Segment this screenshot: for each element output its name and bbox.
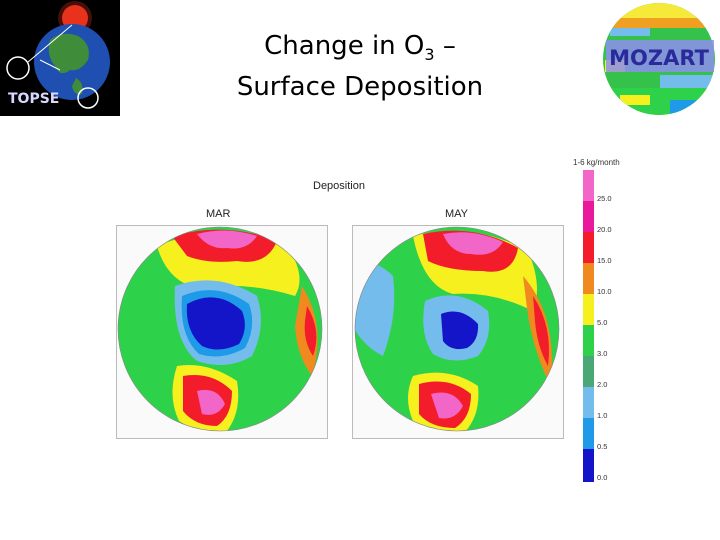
polar-map-mar [117,226,323,432]
colorbar-tick: 25.0 [597,194,612,203]
map-label-mar: MAR [206,208,231,220]
colorbar-tick: 0.0 [597,473,608,482]
colorbar-swatch [583,325,594,356]
colorbar [583,170,594,482]
mozart-logo: MOZART [600,0,718,118]
title-subscript: 3 [424,45,435,65]
colorbar-swatch [583,263,594,294]
title-line2: Surface Deposition [236,72,484,103]
colorbar-swatch [583,170,594,201]
topse-logo: TOPSE [0,0,120,116]
polar-map-may [354,226,560,432]
colorbar-tick: 15.0 [597,256,612,265]
colorbar-tick: 20.0 [597,225,612,234]
colorbar-tick: 0.5 [597,442,608,451]
colorbar-tick: 2.0 [597,380,608,389]
topse-logo-text: TOPSE [8,91,59,107]
colorbar-swatch [583,201,594,232]
mozart-logo-text: MOZART [609,46,709,70]
colorbar-unit: 1-6 kg/month [573,158,620,167]
title-line1-suffix: – [434,31,456,61]
colorbar-swatch [583,232,594,263]
colorbar-tick: 5.0 [597,318,608,327]
colorbar-swatch [583,356,594,387]
colorbar-swatch [583,387,594,418]
map-mar [116,225,328,439]
colorbar-swatch [583,418,594,449]
topse-globe-graphic: TOPSE [6,1,110,109]
colorbar-swatch [583,294,594,325]
figure-title: Deposition [313,180,365,192]
colorbar-tick: 3.0 [597,349,608,358]
map-label-may: MAY [445,208,469,220]
map-may [352,225,564,439]
slide-title: Change in O3 – Surface Deposition [190,30,530,103]
colorbar-tick: 1.0 [597,411,608,420]
title-line1-prefix: Change in O [264,31,425,61]
mozart-globe-graphic: MOZART [603,3,715,115]
colorbar-swatch [583,449,594,482]
colorbar-tick: 10.0 [597,287,612,296]
